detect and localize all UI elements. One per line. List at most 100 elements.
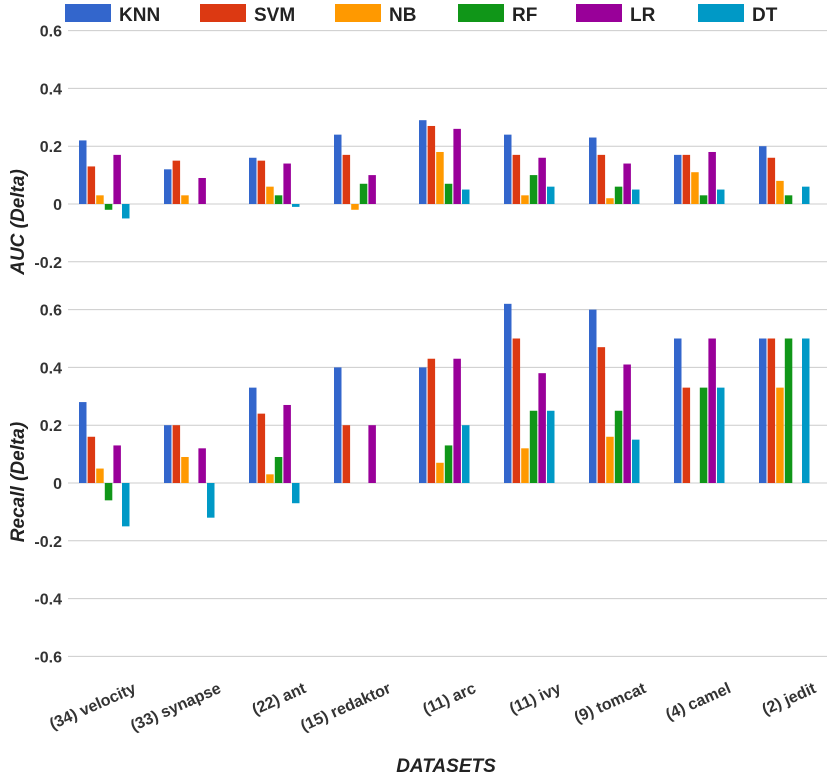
bar-knn	[504, 134, 512, 204]
bar-svm	[512, 154, 521, 204]
bar-lr	[538, 157, 546, 204]
legend-label-lr: LR	[630, 5, 656, 26]
bar-knn	[249, 387, 257, 483]
bar-svm	[597, 347, 606, 483]
bar-dt	[462, 189, 470, 204]
y-tick-label: 0	[53, 476, 62, 493]
bar-nb	[606, 198, 614, 204]
bar-knn	[419, 367, 427, 483]
x-tick-label: (4) camel	[663, 680, 733, 724]
legend-swatch-nb	[335, 4, 381, 22]
bar-nb	[181, 456, 189, 483]
x-tick-label: (15) redaktor	[298, 680, 393, 735]
bar-knn	[589, 309, 597, 483]
bar-svm	[87, 166, 96, 204]
bar-knn	[674, 154, 682, 204]
bar-nb	[181, 195, 189, 204]
bar-svm	[87, 436, 96, 483]
bar-dt	[802, 186, 810, 204]
bar-svm	[342, 154, 351, 204]
legend-swatch-knn	[65, 4, 111, 22]
bar-knn	[589, 137, 597, 204]
bar-svm	[172, 160, 181, 204]
legend-swatch-lr	[576, 4, 622, 22]
bar-rf	[274, 195, 283, 204]
bar-svm	[427, 358, 436, 483]
y-tick-label: -0.2	[34, 255, 62, 272]
bar-svm	[682, 387, 691, 483]
bar-rf	[529, 175, 538, 204]
y-tick-label: 0.2	[40, 139, 62, 156]
x-tick-label: (22) ant	[250, 680, 310, 719]
bar-nb	[436, 462, 444, 483]
bar-knn	[674, 338, 682, 483]
bar-nb	[691, 172, 699, 204]
x-tick-label: (9) tomcat	[572, 680, 649, 727]
bar-lr	[368, 175, 376, 204]
bar-rf	[274, 456, 283, 483]
bar-lr	[113, 154, 121, 204]
bar-knn	[79, 140, 87, 204]
bar-rf	[784, 338, 793, 483]
bar-knn	[334, 367, 342, 483]
bar-svm	[767, 338, 776, 483]
bar-svm	[597, 154, 606, 204]
bar-lr	[538, 373, 546, 483]
bar-knn	[759, 338, 767, 483]
bar-lr	[198, 177, 206, 204]
legend-swatch-svm	[200, 4, 246, 22]
bar-knn	[164, 169, 172, 204]
bar-svm	[257, 160, 266, 204]
bar-nb	[776, 387, 784, 483]
y-tick-label: 0.2	[40, 418, 62, 435]
bar-knn	[334, 134, 342, 204]
y-tick-label: 0.4	[40, 360, 62, 377]
y-axis-title-auc: AUC (Delta)	[8, 169, 29, 276]
bar-dt	[122, 483, 130, 527]
bar-nb	[266, 186, 274, 204]
bar-nb	[436, 151, 444, 204]
bar-nb	[351, 204, 359, 210]
bar-svm	[342, 425, 351, 483]
bar-nb	[96, 468, 104, 483]
bar-lr	[283, 163, 291, 204]
bar-dt	[292, 483, 300, 504]
y-tick-label: -0.6	[34, 649, 62, 666]
x-tick-label: (34) velocity	[47, 680, 138, 733]
bar-knn	[504, 303, 512, 483]
bar-lr	[708, 338, 716, 483]
bar-nb	[776, 180, 784, 204]
y-axis-title-recall: Recall (Delta)	[8, 422, 29, 542]
bar-rf	[444, 445, 453, 483]
y-tick-label: 0.4	[40, 81, 62, 98]
bar-dt	[547, 410, 555, 483]
x-tick-label: (2) jedit	[760, 680, 820, 719]
x-tick-label: (33) synapse	[128, 680, 224, 735]
bar-nb	[521, 195, 529, 204]
legend-label-knn: KNN	[119, 5, 160, 26]
legend: KNN SVM NB RF LR DT	[65, 4, 778, 26]
bar-dt	[802, 338, 810, 483]
bar-rf	[699, 387, 708, 483]
legend-swatch-dt	[698, 4, 744, 22]
legend-label-dt: DT	[752, 5, 778, 26]
y-tick-label: -0.4	[34, 592, 62, 609]
bar-dt	[717, 189, 725, 204]
bar-svm	[172, 425, 181, 483]
bar-rf	[529, 410, 538, 483]
bar-nb	[96, 195, 104, 204]
bar-lr	[198, 448, 206, 483]
category-labels: (34) velocity(33) synapse (22) ant(15) re…	[47, 680, 819, 735]
bar-svm	[257, 413, 266, 483]
bar-nb	[266, 474, 274, 483]
bar-knn	[419, 120, 427, 204]
legend-label-nb: NB	[389, 5, 416, 26]
bar-lr	[368, 425, 376, 483]
bar-knn	[164, 425, 172, 483]
bar-lr	[453, 358, 461, 483]
bar-dt	[207, 483, 215, 518]
bar-rf	[104, 204, 113, 210]
legend-label-rf: RF	[512, 5, 537, 26]
x-tick-label: (11) arc	[421, 680, 479, 718]
bar-dt	[292, 204, 300, 207]
